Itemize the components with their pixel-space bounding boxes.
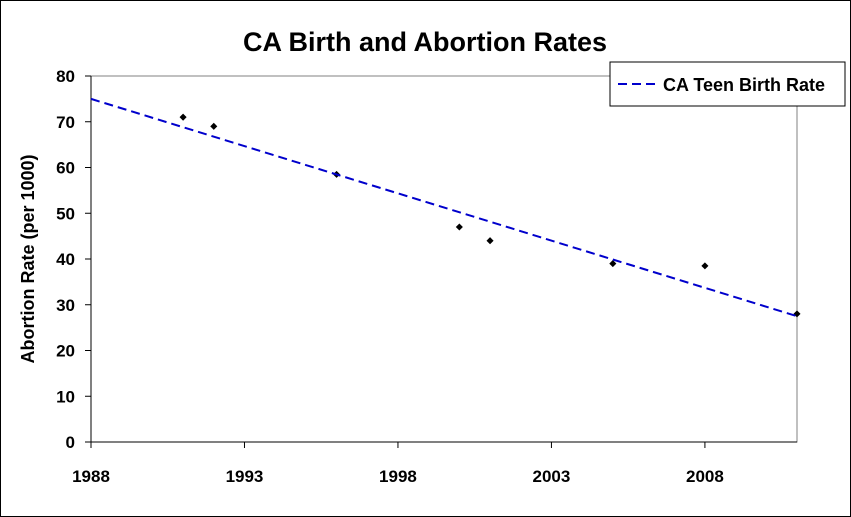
x-tick-label: 2008 <box>686 467 724 486</box>
data-point <box>179 113 187 121</box>
data-point <box>609 260 617 268</box>
trendline-ca-teen-birth-rate <box>90 97 798 318</box>
y-tick-label: 30 <box>56 296 75 315</box>
legend-label: CA Teen Birth Rate <box>663 75 825 95</box>
y-axis-label: Abortion Rate (per 1000) <box>18 154 38 363</box>
y-tick-label: 0 <box>66 433 75 452</box>
chart-title: CA Birth and Abortion Rates <box>243 27 607 57</box>
y-tick-label: 40 <box>56 250 75 269</box>
series-layer <box>90 97 801 318</box>
x-axis: 1988 1993 1998 2003 2008 <box>72 441 797 486</box>
y-tick-label: 10 <box>56 387 75 406</box>
y-tick-label: 60 <box>56 159 75 178</box>
y-tick-label: 50 <box>56 204 75 223</box>
legend: CA Teen Birth Rate <box>609 61 846 107</box>
plot-area <box>90 75 798 443</box>
x-tick-label: 2003 <box>533 467 571 486</box>
data-point <box>486 237 494 245</box>
y-tick-label: 20 <box>56 342 75 361</box>
y-tick-label: 70 <box>56 113 75 132</box>
y-tick-label: 80 <box>56 67 75 86</box>
x-tick-label: 1988 <box>72 467 110 486</box>
y-axis: 0 10 20 30 40 50 60 70 80 <box>56 67 92 452</box>
x-tick-label: 1993 <box>226 467 264 486</box>
data-point <box>701 262 709 270</box>
data-point <box>455 223 463 231</box>
data-point <box>210 122 218 130</box>
x-tick-label: 1998 <box>379 467 417 486</box>
